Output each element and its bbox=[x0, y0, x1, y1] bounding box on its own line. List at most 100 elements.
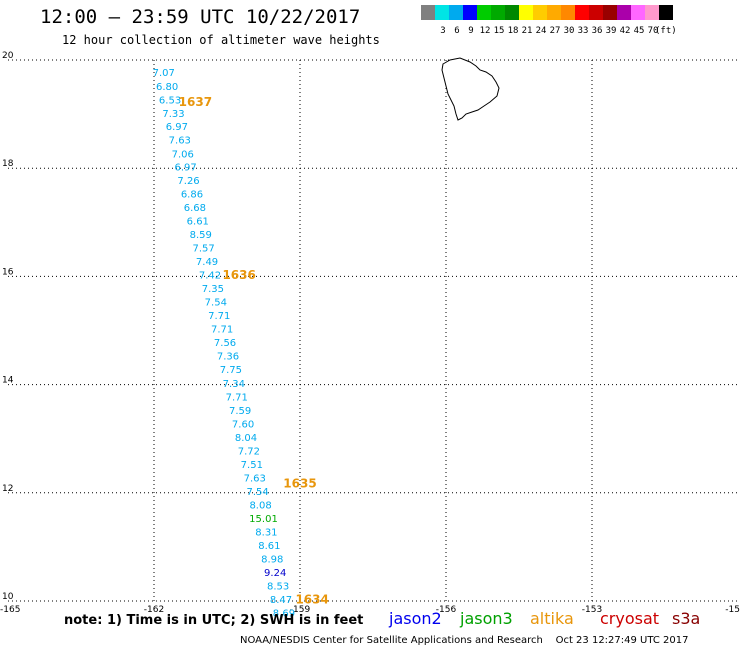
colorbar-swatch bbox=[533, 5, 547, 20]
colorbar-swatch bbox=[603, 5, 617, 20]
wave-height-value: 7.63 bbox=[169, 135, 191, 146]
wave-height-value: 7.60 bbox=[232, 419, 254, 430]
colorbar-swatch bbox=[575, 5, 589, 20]
x-tick-label: -156 bbox=[436, 605, 457, 615]
pass-number: 1637 bbox=[179, 95, 212, 109]
wave-height-value: 7.42 bbox=[199, 271, 221, 282]
island-of-hawaii bbox=[441, 57, 500, 121]
colorbar-label: 30 bbox=[563, 26, 575, 36]
colorbar-swatch bbox=[547, 5, 561, 20]
wave-height-value: 7.56 bbox=[214, 338, 236, 349]
x-tick-label: -15 bbox=[725, 605, 740, 615]
wave-height-value: 7.35 bbox=[202, 284, 224, 295]
altimeter-track: 7.07 6.80 6.53 7.33 6.97 7.63 7.06 6.97 7.26 6.86… bbox=[153, 68, 295, 619]
wave-height-value: 8.08 bbox=[249, 500, 271, 511]
colorbar-swatch bbox=[631, 5, 645, 20]
colorbar-swatch bbox=[477, 5, 491, 20]
wave-height-value: 7.49 bbox=[196, 257, 218, 268]
satellite-jason2: jason2 bbox=[389, 609, 442, 628]
wave-height-value: 7.54 bbox=[247, 487, 269, 498]
y-tick-label: 18 bbox=[2, 159, 14, 169]
wave-height-value: 6.68 bbox=[184, 203, 206, 214]
x-tick-label: -159 bbox=[290, 605, 311, 615]
colorbar-label: 18 bbox=[507, 26, 519, 36]
graticule bbox=[8, 59, 738, 602]
colorbar-label: 9 bbox=[468, 26, 474, 36]
wave-height-value: 8.04 bbox=[235, 433, 257, 444]
wave-height-value: 7.36 bbox=[217, 352, 239, 363]
wave-height-value: 8.59 bbox=[190, 230, 212, 241]
wave-height-value: 7.71 bbox=[226, 392, 248, 403]
colorbar-label: 36 bbox=[591, 26, 603, 36]
timestamp: Oct 23 12:27:49 UTC 2017 bbox=[555, 635, 689, 646]
colorbar-label: 27 bbox=[549, 26, 561, 36]
wave-height-value: 6.61 bbox=[187, 216, 209, 227]
pass-number: 1636 bbox=[222, 268, 255, 282]
wave-height-value: 7.57 bbox=[193, 244, 215, 255]
colorbar-swatch bbox=[505, 5, 519, 20]
wave-height-value: 7.75 bbox=[220, 365, 242, 376]
colorbar-swatch bbox=[519, 5, 533, 20]
wave-height-value: 9.24 bbox=[264, 568, 286, 579]
pass-labels: 1637 1636 1635 1634 bbox=[179, 95, 329, 607]
satellite-cryosat: cryosat bbox=[600, 609, 660, 628]
wave-height-value: 15.01 bbox=[249, 514, 278, 525]
x-tick-label: -162 bbox=[144, 605, 164, 615]
wave-height-value: 7.71 bbox=[211, 325, 233, 336]
satellite-altika: altika bbox=[530, 609, 574, 628]
credit-text: NOAA/NESDIS Center for Satellite Applica… bbox=[240, 635, 543, 646]
wave-height-value: 7.72 bbox=[238, 446, 260, 457]
y-tick-label: 10 bbox=[2, 592, 14, 602]
y-tick-label: 20 bbox=[2, 51, 14, 61]
footer-credit: NOAA/NESDIS Center for Satellite Applica… bbox=[240, 635, 689, 646]
x-tick-label: -165 bbox=[0, 605, 20, 615]
colorbar-swatch bbox=[561, 5, 575, 20]
pass-number: 1635 bbox=[283, 476, 316, 490]
wave-height-value: 8.47 bbox=[270, 595, 292, 606]
colorbar-label: 12 bbox=[479, 26, 491, 36]
x-tick-label: -153 bbox=[582, 605, 602, 615]
wave-height-value: 8.69 bbox=[273, 609, 295, 620]
colorbar-label: 33 bbox=[577, 26, 589, 36]
wave-height-value: 7.63 bbox=[244, 473, 266, 484]
colorbar-swatch bbox=[645, 5, 659, 20]
satellite-jason3: jason3 bbox=[460, 609, 513, 628]
colorbar-label: 6 bbox=[454, 26, 460, 36]
y-tick-label: 14 bbox=[2, 376, 14, 386]
colorbar-label: 24 bbox=[535, 26, 547, 36]
wave-height-value: 8.98 bbox=[261, 555, 283, 566]
colorbar-swatch bbox=[659, 5, 673, 20]
wave-height-value: 7.51 bbox=[241, 460, 263, 471]
wave-height-value: 7.71 bbox=[208, 311, 230, 322]
colorbar-swatch bbox=[617, 5, 631, 20]
wave-height-value: 6.80 bbox=[156, 82, 178, 93]
colorbar-label: 39 bbox=[605, 26, 617, 36]
satellite-s3a: s3a bbox=[672, 609, 701, 628]
colorbar-unit: (ft) bbox=[655, 26, 677, 36]
wave-height-value: 7.59 bbox=[229, 406, 251, 417]
y-tick-label: 12 bbox=[2, 484, 13, 494]
colorbar-swatch bbox=[449, 5, 463, 20]
colorbar-label: 3 bbox=[440, 26, 446, 36]
colorbar-label: 70 bbox=[647, 26, 659, 36]
colorbar-swatch bbox=[491, 5, 505, 20]
colorbar-label: 21 bbox=[521, 26, 533, 36]
colorbar-label: 15 bbox=[493, 26, 505, 36]
wave-height-value: 6.86 bbox=[181, 189, 203, 200]
wave-height-value: 7.07 bbox=[153, 68, 175, 79]
units-note: note: 1) Time is in UTC; 2) SWH is in fe… bbox=[64, 613, 364, 628]
colorbar-label: 42 bbox=[619, 26, 631, 36]
wave-height-value: 7.26 bbox=[177, 176, 199, 187]
colorbar-swatch bbox=[421, 5, 435, 20]
map-title: 12:00 – 23:59 UTC 10/22/2017 bbox=[40, 6, 361, 28]
wave-height-value: 6.97 bbox=[166, 122, 188, 133]
wave-height-value: 8.31 bbox=[255, 528, 277, 539]
wave-height-value: 7.54 bbox=[205, 298, 227, 309]
wave-height-value: 6.97 bbox=[175, 162, 197, 173]
wave-height-value: 6.53 bbox=[159, 95, 181, 106]
wave-height-value: 8.53 bbox=[267, 582, 289, 593]
colorbar-swatch bbox=[435, 5, 449, 20]
colorbar-swatch bbox=[463, 5, 477, 20]
wave-height-value: 8.61 bbox=[258, 541, 280, 552]
